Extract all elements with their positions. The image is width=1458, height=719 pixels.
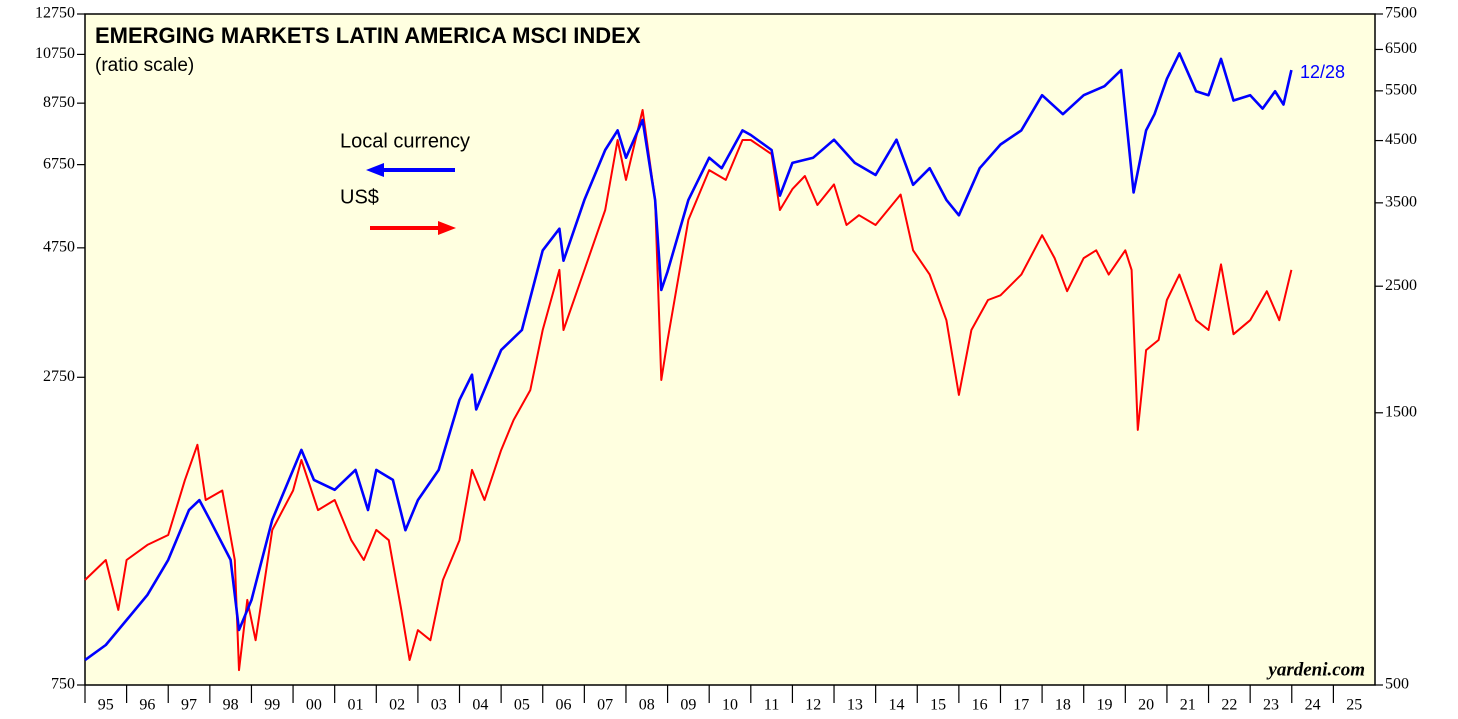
x-tick-label: 22 — [1221, 697, 1237, 714]
x-tick-label: 25 — [1346, 697, 1362, 714]
x-tick-label: 09 — [680, 697, 696, 714]
y2-tick-label: 7500 — [1385, 5, 1417, 22]
y-tick-label: 8750 — [43, 94, 75, 111]
x-tick-label: 96 — [139, 697, 155, 714]
x-tick-label: 15 — [930, 697, 946, 714]
series-line — [84, 109, 1293, 672]
y2-tick-label: 500 — [1385, 676, 1409, 693]
x-tick-label: 01 — [347, 697, 363, 714]
x-tick-label: 13 — [847, 697, 863, 714]
y-tick-label: 2750 — [43, 368, 75, 385]
x-tick-label: 05 — [514, 697, 530, 714]
x-tick-label: 23 — [1263, 697, 1279, 714]
plot-area — [84, 13, 1376, 686]
x-tick-label: 11 — [764, 697, 779, 714]
x-tick-label: 03 — [431, 697, 447, 714]
x-tick-label: 14 — [888, 697, 904, 714]
y2-tick-label: 2500 — [1385, 277, 1417, 294]
legend-arrow — [370, 221, 456, 235]
y2-tick-label: 1500 — [1385, 403, 1417, 420]
x-tick-label: 95 — [98, 697, 114, 714]
x-tick-label: 02 — [389, 697, 405, 714]
x-tick-label: 19 — [1097, 697, 1113, 714]
x-tick-label: 98 — [223, 697, 239, 714]
x-tick-label: 00 — [306, 697, 322, 714]
x-tick-label: 10 — [722, 697, 738, 714]
y2-tick-label: 3500 — [1385, 194, 1417, 211]
chart-title: EMERGING MARKETS LATIN AMERICA MSCI INDE… — [95, 23, 641, 48]
x-tick-label: 21 — [1180, 697, 1196, 714]
source-label: yardeni.com — [1266, 659, 1365, 680]
x-tick-label: 06 — [556, 697, 572, 714]
y-tick-label: 750 — [51, 676, 75, 693]
end-date-label: 12/28 — [1300, 62, 1345, 82]
x-tick-label: 24 — [1305, 697, 1321, 714]
x-tick-label: 99 — [264, 697, 280, 714]
x-tick-label: 12 — [805, 697, 821, 714]
y-tick-label: 10750 — [35, 45, 75, 62]
x-tick-label: 18 — [1055, 697, 1071, 714]
legend-arrow — [366, 163, 455, 177]
x-tick-label: 17 — [1013, 697, 1029, 714]
y2-tick-label: 6500 — [1385, 40, 1417, 57]
y2-tick-label: 5500 — [1385, 82, 1417, 99]
x-tick-label: 16 — [972, 697, 988, 714]
x-tick-label: 07 — [597, 697, 613, 714]
x-tick-label: 20 — [1138, 697, 1154, 714]
y-tick-label: 6750 — [43, 155, 75, 172]
chart-subtitle: (ratio scale) — [95, 55, 194, 76]
legend-label: Local currency — [340, 130, 470, 152]
x-tick-label: 08 — [639, 697, 655, 714]
y2-tick-label: 4500 — [1385, 131, 1417, 148]
x-tick-label: 04 — [472, 697, 488, 714]
y-tick-label: 12750 — [35, 5, 75, 22]
legend-label: US$ — [340, 186, 379, 208]
series-line — [84, 52, 1293, 662]
x-tick-label: 97 — [181, 697, 197, 714]
y-tick-label: 4750 — [43, 239, 75, 256]
